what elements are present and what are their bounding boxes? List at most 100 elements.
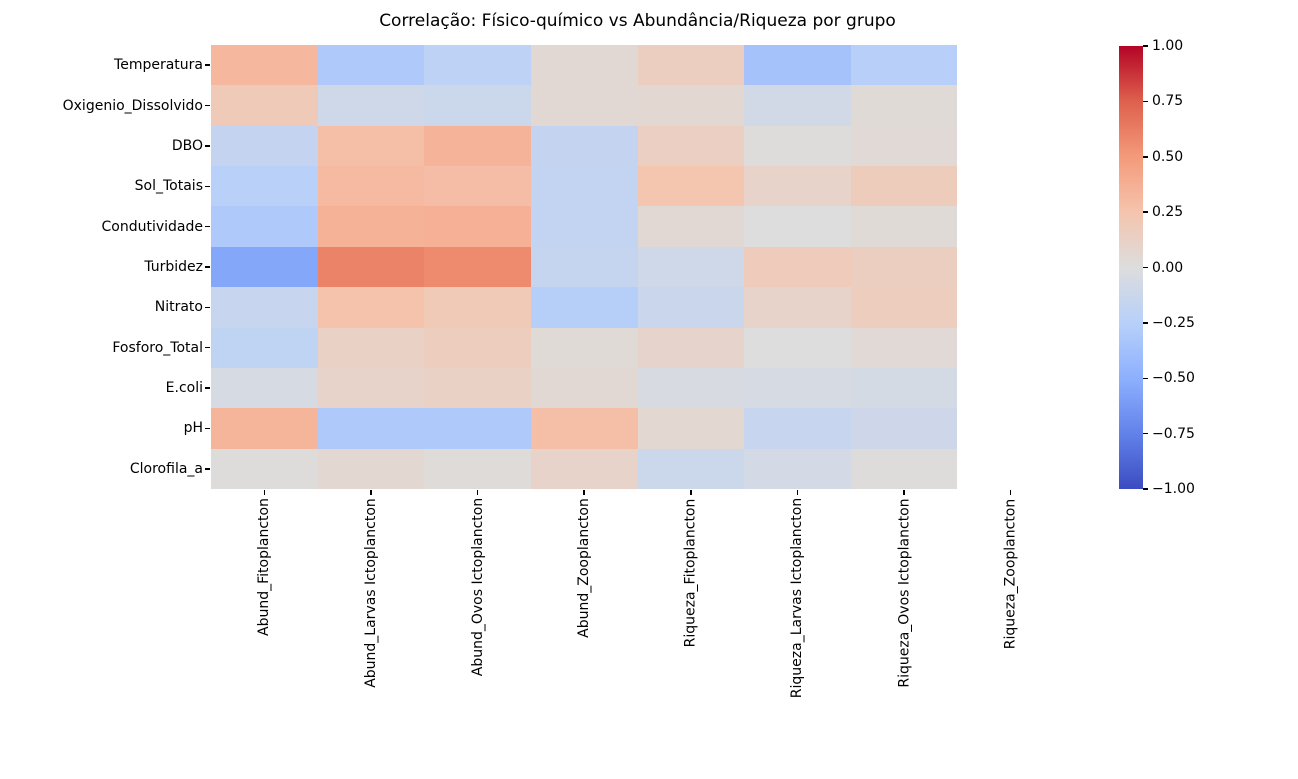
x-tick-label: Riqueza_Zooplancton bbox=[1002, 498, 1019, 649]
heatmap-cell bbox=[637, 125, 745, 167]
y-tick-mark bbox=[205, 387, 210, 389]
heatmap-cell bbox=[744, 166, 851, 207]
y-tick-mark bbox=[205, 468, 210, 470]
heatmap-cell bbox=[957, 327, 1064, 368]
heatmap-cell bbox=[744, 448, 851, 489]
heatmap-cell bbox=[317, 327, 425, 368]
colorbar-tick-label: −1.00 bbox=[1152, 481, 1195, 497]
colorbar-tick-mark bbox=[1143, 45, 1148, 47]
y-tick-mark bbox=[205, 225, 210, 228]
y-tick-label: Clorofila_a bbox=[129, 460, 203, 477]
y-tick-mark bbox=[205, 427, 210, 430]
heatmap-cell bbox=[317, 166, 425, 207]
heatmap-cell bbox=[850, 408, 958, 449]
heatmap-cell bbox=[317, 85, 425, 126]
heatmap-cell bbox=[957, 287, 1064, 328]
heatmap-cell bbox=[637, 85, 745, 126]
heatmap-cell bbox=[317, 367, 425, 409]
heatmap-cell bbox=[637, 166, 745, 207]
heatmap-cell bbox=[424, 246, 531, 288]
heatmap-cell bbox=[637, 45, 745, 86]
heatmap-cell bbox=[957, 367, 1064, 409]
y-tick-mark bbox=[205, 104, 210, 107]
heatmap-cell bbox=[530, 166, 638, 207]
heatmap-cell bbox=[317, 408, 425, 449]
y-tick-mark bbox=[205, 145, 210, 147]
heatmap-cell bbox=[211, 125, 318, 167]
heatmap-cell bbox=[957, 408, 1064, 449]
heatmap-cell bbox=[317, 448, 425, 489]
x-tick-mark bbox=[796, 490, 799, 495]
heatmap-cell bbox=[850, 166, 958, 207]
colorbar-tick-label: 0.25 bbox=[1152, 204, 1184, 221]
heatmap-cell bbox=[211, 327, 318, 368]
heatmap-cell bbox=[211, 85, 318, 126]
heatmap-cell bbox=[317, 287, 425, 328]
heatmap-cell bbox=[744, 287, 851, 328]
y-tick-label: Turbidez bbox=[144, 259, 203, 275]
heatmap-cell bbox=[424, 125, 531, 167]
x-tick-mark bbox=[690, 490, 692, 495]
heatmap-cell bbox=[850, 287, 958, 328]
heatmap-cell bbox=[850, 448, 958, 489]
x-tick-mark bbox=[263, 490, 266, 495]
y-tick-label: Nitrato bbox=[154, 299, 203, 316]
heatmap-cell bbox=[424, 45, 531, 86]
colorbar-tick-mark bbox=[1143, 156, 1148, 158]
heatmap-cell bbox=[637, 246, 745, 288]
colorbar bbox=[1119, 46, 1143, 489]
y-tick-label: DBO bbox=[171, 137, 203, 154]
colorbar-tick-label: −0.25 bbox=[1152, 314, 1195, 331]
heatmap-cell bbox=[957, 45, 1064, 86]
heatmap-cell bbox=[744, 327, 851, 368]
heatmap-cell bbox=[637, 206, 745, 247]
heatmap-cell bbox=[424, 206, 531, 247]
heatmap-cell bbox=[211, 287, 318, 328]
heatmap-cell bbox=[744, 125, 851, 167]
heatmap-cell bbox=[530, 327, 638, 368]
heatmap-cell bbox=[744, 85, 851, 126]
colorbar-tick-mark bbox=[1143, 266, 1148, 269]
heatmap-cell bbox=[850, 246, 958, 288]
colorbar-tick-label: 1.00 bbox=[1152, 38, 1184, 54]
y-tick-mark bbox=[205, 266, 210, 268]
heatmap-cell bbox=[637, 327, 745, 368]
heatmap-cell bbox=[424, 408, 531, 449]
heatmap-cell bbox=[530, 206, 638, 247]
heatmap-cell bbox=[211, 408, 318, 449]
heatmap-cell bbox=[424, 448, 531, 489]
y-tick-label: Sol_Totais bbox=[134, 178, 203, 195]
x-tick-label: Abund_Larvas Ictoplancton bbox=[362, 498, 379, 688]
heatmap-cell bbox=[744, 408, 851, 449]
y-tick-mark bbox=[205, 346, 210, 349]
heatmap-cell bbox=[211, 45, 318, 86]
x-tick-label: Riqueza_Fitoplancton bbox=[682, 498, 699, 647]
heatmap-cell bbox=[317, 45, 425, 86]
x-tick-mark bbox=[370, 490, 372, 495]
x-tick-label: Abund_Ovos Ictoplancton bbox=[469, 497, 486, 677]
colorbar-tick-label: 0.75 bbox=[1152, 93, 1184, 110]
heatmap-cell bbox=[637, 408, 745, 449]
y-tick-mark bbox=[205, 64, 210, 66]
colorbar-tick-mark bbox=[1143, 377, 1148, 379]
y-tick-label: Fosforo_Total bbox=[112, 339, 203, 356]
heatmap-cell bbox=[530, 408, 638, 449]
heatmap-cell bbox=[530, 125, 638, 167]
chart-title: Correlação: Físico-químico vs Abundância… bbox=[379, 11, 896, 31]
heatmap-cell bbox=[637, 448, 745, 489]
heatmap-grid bbox=[211, 45, 1064, 489]
heatmap-cell bbox=[424, 327, 531, 368]
heatmap-cell bbox=[530, 448, 638, 489]
colorbar-tick-label: −0.50 bbox=[1152, 370, 1195, 387]
colorbar-tick-mark bbox=[1143, 211, 1148, 213]
heatmap-cell bbox=[957, 448, 1064, 489]
colorbar-tick-label: 0.50 bbox=[1152, 148, 1184, 165]
heatmap-cell bbox=[530, 246, 638, 288]
heatmap-cell bbox=[211, 166, 318, 207]
x-tick-label: Riqueza_Ovos Ictoplancton bbox=[896, 497, 913, 688]
heatmap-cell bbox=[211, 448, 318, 489]
y-tick-label: Oxigenio_Dissolvido bbox=[62, 97, 203, 114]
y-tick-mark bbox=[205, 185, 210, 188]
x-tick-label: Riqueza_Larvas Ictoplancton bbox=[789, 497, 806, 699]
